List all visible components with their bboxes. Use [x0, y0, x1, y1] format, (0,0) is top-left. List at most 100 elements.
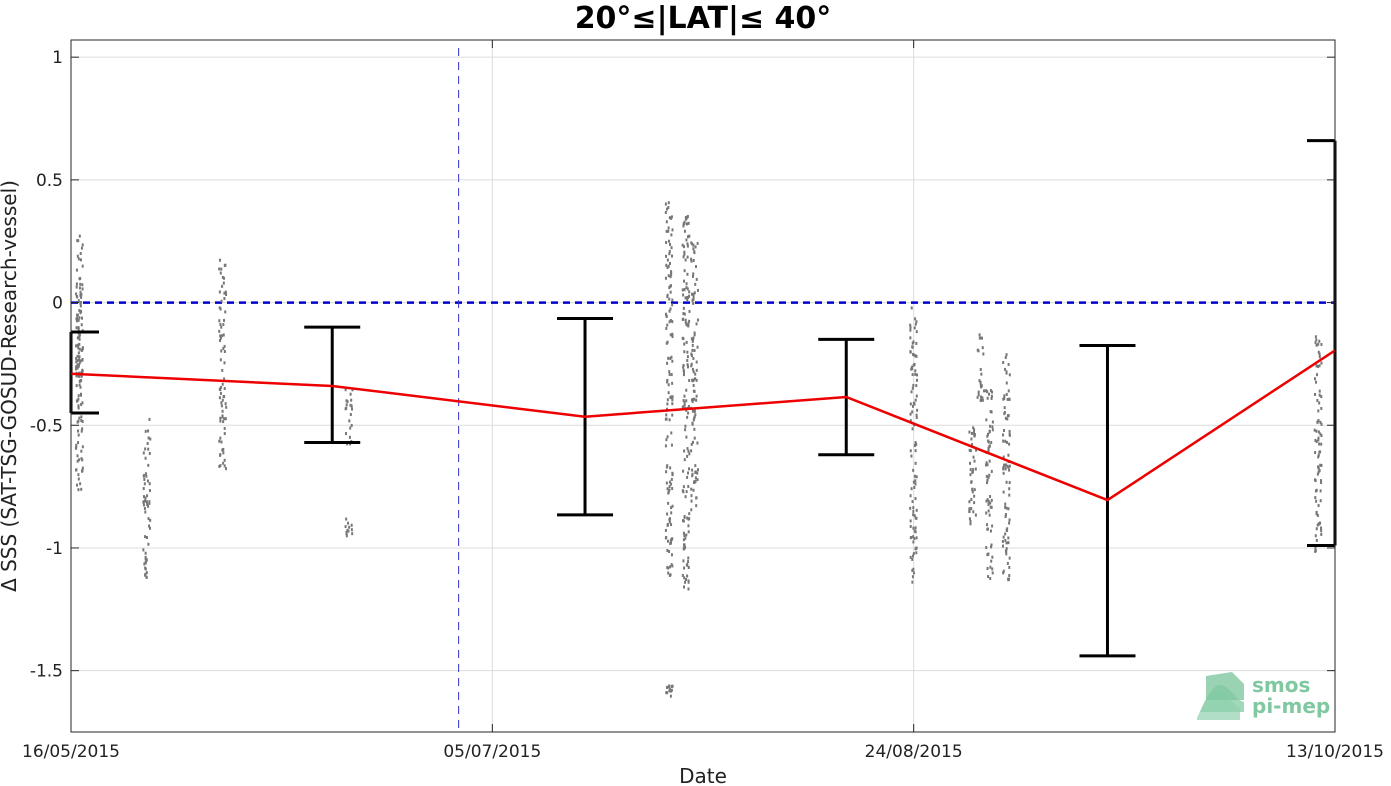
- scatter-point: [76, 454, 79, 458]
- scatter-point: [669, 395, 672, 399]
- scatter-point: [988, 459, 991, 463]
- scatter-point: [969, 522, 972, 526]
- scatter-point: [972, 426, 975, 430]
- scatter-point: [146, 441, 149, 445]
- scatter-point: [912, 552, 915, 556]
- scatter-point: [1002, 471, 1005, 475]
- scatter-point: [980, 372, 983, 376]
- scatter-point: [350, 423, 353, 427]
- scatter-point: [77, 441, 80, 445]
- scatter-point: [985, 463, 988, 467]
- scatter-point: [1004, 513, 1007, 517]
- scatter-point: [693, 409, 696, 413]
- scatter-point: [983, 389, 986, 393]
- scatter-point: [692, 336, 695, 340]
- scatter-point: [978, 336, 981, 340]
- scatter-point: [979, 367, 982, 371]
- scatter-point: [683, 229, 686, 233]
- scatter-point: [970, 507, 973, 511]
- scatter-point: [80, 246, 83, 250]
- scatter-point: [690, 508, 693, 512]
- scatter-point: [148, 526, 151, 530]
- scatter-point: [142, 548, 145, 552]
- scatter-point: [969, 468, 972, 472]
- scatter-point: [145, 536, 148, 540]
- scatter-point: [346, 400, 349, 404]
- scatter-point: [682, 405, 685, 409]
- scatter-point: [1008, 373, 1011, 377]
- scatter-point: [688, 512, 691, 516]
- scatter-point: [970, 431, 973, 435]
- scatter-point: [911, 580, 914, 584]
- scatter-point: [685, 217, 688, 221]
- scatter-point: [973, 428, 976, 432]
- scatter-point: [978, 333, 981, 337]
- scatter-point: [909, 412, 912, 416]
- scatter-point: [693, 415, 696, 419]
- scatter-point: [668, 297, 671, 301]
- scatter-point: [1004, 463, 1007, 467]
- scatter-point: [911, 367, 914, 371]
- scatter-point: [220, 401, 223, 405]
- scatter-point: [666, 380, 669, 384]
- scatter-point: [968, 509, 971, 513]
- scatter-point: [79, 258, 82, 262]
- scatter-point: [1314, 341, 1317, 345]
- scatter-point: [667, 571, 670, 575]
- scatter-point: [682, 370, 685, 374]
- scatter-point: [915, 508, 918, 512]
- scatter-point: [224, 290, 227, 294]
- scatter-point: [668, 550, 671, 554]
- scatter-point: [909, 323, 912, 327]
- scatter-point: [990, 543, 993, 547]
- scatter-point: [694, 476, 697, 480]
- scatter-point: [987, 509, 990, 513]
- scatter-point: [911, 410, 914, 414]
- scatter-point: [915, 475, 918, 479]
- scatter-point: [348, 419, 351, 423]
- scatter-point: [668, 687, 671, 691]
- scatter-point: [683, 449, 686, 453]
- scatter-point: [1317, 453, 1320, 457]
- scatter-point: [682, 293, 685, 297]
- scatter-point: [692, 258, 695, 262]
- scatter-point: [691, 343, 694, 347]
- scatter-point: [75, 360, 78, 364]
- scatter-point: [683, 269, 686, 273]
- x-tick-label: 16/05/2015: [22, 742, 120, 762]
- scatter-point: [670, 511, 673, 515]
- scatter-point: [977, 393, 980, 397]
- scatter-point: [218, 464, 221, 468]
- scatter-point: [915, 320, 918, 324]
- scatter-point: [684, 536, 687, 540]
- scatter-point: [910, 306, 913, 310]
- scatter-point: [909, 336, 912, 340]
- scatter-point: [692, 297, 695, 301]
- y-tick-label: 0: [52, 294, 63, 314]
- scatter-point: [143, 562, 146, 566]
- mean-line: [70, 349, 1336, 502]
- scatter-point: [77, 239, 80, 243]
- scatter-point: [669, 333, 672, 337]
- scatter-point: [681, 243, 684, 247]
- scatter-point: [1008, 442, 1011, 446]
- scatter-point: [690, 354, 693, 358]
- scatter-point: [685, 323, 688, 327]
- scatter-point: [75, 384, 78, 388]
- scatter-point: [79, 252, 82, 256]
- scatter-point: [686, 242, 689, 246]
- scatter-point: [668, 418, 671, 422]
- scatter-point: [687, 556, 690, 560]
- scatter-point: [687, 566, 690, 570]
- scatter-point: [222, 420, 225, 424]
- scatter-point: [77, 433, 80, 437]
- y-tick-label: 1: [52, 48, 63, 68]
- scatter-point: [1318, 469, 1321, 473]
- scatter-point: [691, 409, 694, 413]
- scatter-point: [78, 416, 81, 420]
- scatter-point: [221, 409, 224, 413]
- scatter-point: [980, 336, 983, 340]
- scatter-point: [1318, 364, 1321, 368]
- scatter-point: [914, 372, 917, 376]
- scatter-point: [912, 535, 915, 539]
